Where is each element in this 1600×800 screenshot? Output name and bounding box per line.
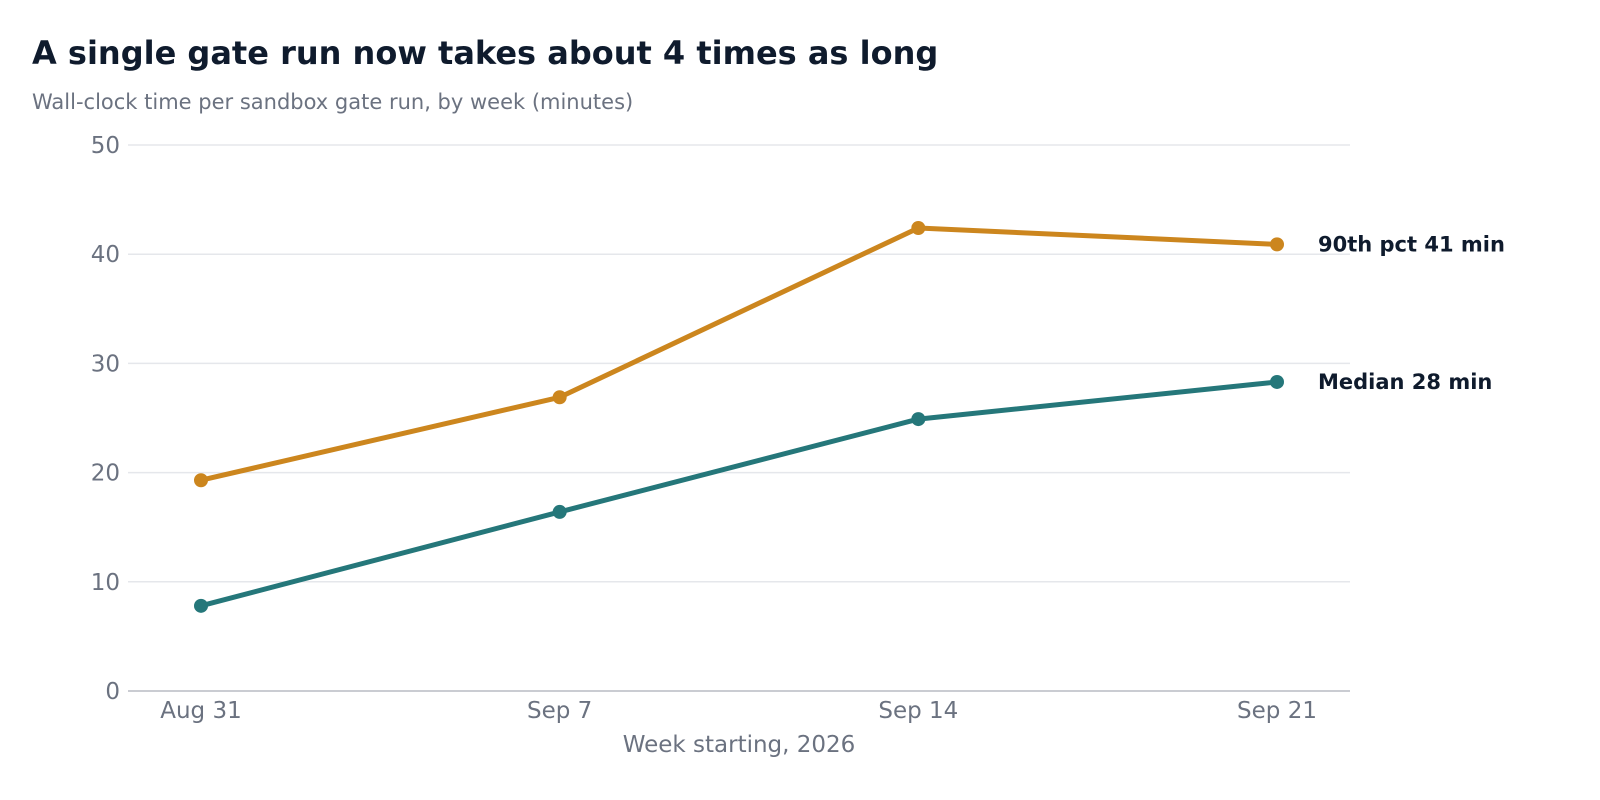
data-point-median — [194, 598, 208, 613]
x-tick-label: Sep 21 — [1237, 698, 1317, 724]
y-tick-label: 30 — [91, 351, 120, 377]
x-tick-label: Sep 7 — [527, 698, 592, 724]
y-tick-label: 40 — [91, 242, 120, 268]
end-label-median: Median 28 min — [1318, 370, 1492, 394]
chart-subtitle: Wall-clock time per sandbox gate run, by… — [32, 90, 634, 114]
series-line-median — [198, 379, 1280, 609]
y-tick-label: 0 — [105, 679, 120, 705]
series-lines — [194, 220, 1284, 613]
x-axis-title: Week starting, 2026 — [623, 732, 856, 758]
data-point-p90 — [552, 390, 567, 405]
data-point-median — [552, 504, 567, 519]
series-line-p90 — [198, 225, 1280, 483]
y-tick-label: 10 — [91, 570, 120, 596]
data-point-p90 — [1270, 237, 1284, 252]
x-tick-label: Aug 31 — [160, 698, 242, 724]
data-point-p90 — [911, 220, 926, 235]
chart-title: A single gate run now takes about 4 time… — [32, 34, 939, 72]
series-end-labels: 90th pct 41 min Median 28 min — [1318, 232, 1505, 394]
data-point-p90 — [194, 473, 208, 488]
x-tick-label: Sep 14 — [878, 698, 958, 724]
y-tick-label: 50 — [91, 133, 120, 159]
y-tick-label: 20 — [91, 461, 120, 487]
end-label-p90: 90th pct 41 min — [1318, 232, 1505, 256]
data-point-median — [911, 412, 926, 427]
y-axis-tick-labels: 0 10 20 30 40 50 — [91, 133, 120, 705]
gridlines — [128, 144, 1350, 583]
x-axis-tick-labels: Aug 31 Sep 7 Sep 14 Sep 21 — [160, 698, 1317, 724]
data-point-median — [1270, 374, 1284, 389]
